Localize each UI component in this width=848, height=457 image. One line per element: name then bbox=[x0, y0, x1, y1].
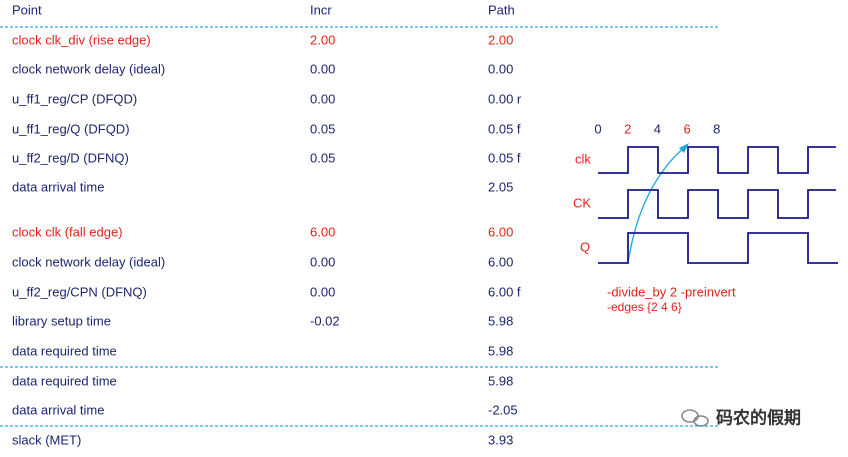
cell: clock network delay (ideal) bbox=[12, 61, 165, 76]
cell: u_ff2_reg/CPN (DFNQ) bbox=[12, 284, 147, 299]
signal-label: clk bbox=[575, 151, 591, 166]
cell: 0.00 r bbox=[488, 91, 522, 106]
edges: -edges {2 4 6} bbox=[607, 300, 682, 314]
waveform bbox=[598, 146, 836, 174]
time-label: 0 bbox=[594, 121, 601, 136]
cell: u_ff1_reg/Q (DFQD) bbox=[12, 121, 130, 136]
time-label: 6 bbox=[683, 121, 690, 136]
time-label: 4 bbox=[654, 121, 661, 136]
cell: u_ff1_reg/CP (DFQD) bbox=[12, 91, 137, 106]
cell: clock network delay (ideal) bbox=[12, 254, 165, 269]
cell: data required time bbox=[12, 373, 117, 388]
cell: 0.00 bbox=[310, 254, 335, 269]
cell: 5.98 bbox=[488, 343, 513, 358]
cell: clock clk_div (rise edge) bbox=[12, 32, 151, 47]
cell: u_ff2_reg/D (DFNQ) bbox=[12, 150, 129, 165]
command: -divide_by 2 -preinvert bbox=[607, 284, 736, 299]
header-cell: Point bbox=[12, 2, 42, 17]
cell: 0.05 f bbox=[488, 121, 521, 136]
cell: 0.05 bbox=[310, 150, 335, 165]
cell: 0.00 bbox=[310, 284, 335, 299]
cell: 2.00 bbox=[310, 32, 335, 47]
cell: library setup time bbox=[12, 313, 111, 328]
time-label: 8 bbox=[713, 121, 720, 136]
cell: data arrival time bbox=[12, 402, 104, 417]
arrow-head bbox=[679, 143, 689, 153]
waveform bbox=[598, 232, 838, 264]
cell: data arrival time bbox=[12, 179, 104, 194]
cell: 2.05 bbox=[488, 179, 513, 194]
cell: 0.05 bbox=[310, 121, 335, 136]
cell: 3.93 bbox=[488, 432, 513, 447]
cell: 5.98 bbox=[488, 313, 513, 328]
cell: -0.02 bbox=[310, 313, 340, 328]
cell: 6.00 bbox=[488, 224, 513, 239]
header-cell: Path bbox=[488, 2, 515, 17]
cell: 6.00 bbox=[310, 224, 335, 239]
watermark-icon bbox=[681, 409, 709, 427]
cell: 2.00 bbox=[488, 32, 513, 47]
cell: 0.00 bbox=[310, 61, 335, 76]
cell: slack (MET) bbox=[12, 432, 81, 447]
cell: 5.98 bbox=[488, 373, 513, 388]
cell: 0.05 f bbox=[488, 150, 521, 165]
header-cell: Incr bbox=[310, 2, 332, 17]
cell: -2.05 bbox=[488, 402, 518, 417]
cell: 6.00 bbox=[488, 254, 513, 269]
arrow bbox=[627, 145, 687, 264]
cell: data required time bbox=[12, 343, 117, 358]
cell: 6.00 f bbox=[488, 284, 521, 299]
waveform bbox=[598, 189, 836, 219]
watermark: 码农的假期 bbox=[716, 407, 801, 427]
time-label: 2 bbox=[624, 121, 631, 136]
cell: 0.00 bbox=[488, 61, 513, 76]
signal-label: CK bbox=[573, 195, 591, 210]
cell: 0.00 bbox=[310, 91, 335, 106]
cell: clock clk (fall edge) bbox=[12, 224, 123, 239]
signal-label: Q bbox=[580, 239, 590, 254]
